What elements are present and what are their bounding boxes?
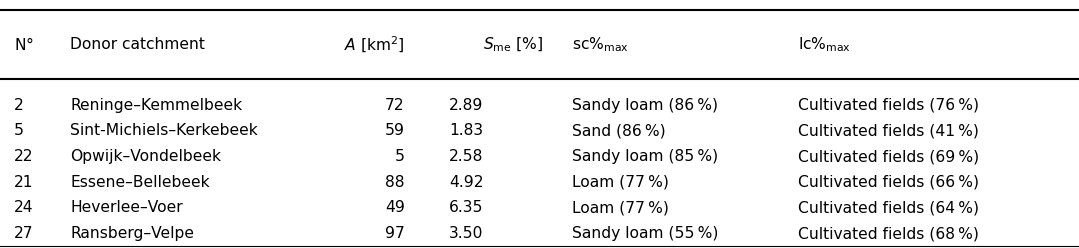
Text: 3.50: 3.50 (449, 226, 483, 241)
Text: Heverlee–Voer: Heverlee–Voer (70, 200, 182, 215)
Text: 72: 72 (385, 98, 405, 113)
Text: 88: 88 (385, 175, 405, 190)
Text: Sint-Michiels–Kerkebeek: Sint-Michiels–Kerkebeek (70, 124, 258, 138)
Text: 2.58: 2.58 (449, 149, 483, 164)
Text: sc%$_{\rm max}$: sc%$_{\rm max}$ (572, 35, 629, 54)
Text: lc%$_{\rm max}$: lc%$_{\rm max}$ (798, 35, 851, 54)
Text: 97: 97 (385, 226, 405, 241)
Text: 5: 5 (14, 124, 24, 138)
Text: $A$ [km$^2$]: $A$ [km$^2$] (344, 34, 405, 55)
Text: Ransberg–Velpe: Ransberg–Velpe (70, 226, 194, 241)
Text: Loam (77 %): Loam (77 %) (572, 200, 669, 215)
Text: Cultivated fields (66 %): Cultivated fields (66 %) (798, 175, 980, 190)
Text: 24: 24 (14, 200, 33, 215)
Text: Cultivated fields (68 %): Cultivated fields (68 %) (798, 226, 980, 241)
Text: Cultivated fields (69 %): Cultivated fields (69 %) (798, 149, 980, 164)
Text: 27: 27 (14, 226, 33, 241)
Text: 1.83: 1.83 (449, 124, 483, 138)
Text: 2.89: 2.89 (449, 98, 483, 113)
Text: 21: 21 (14, 175, 33, 190)
Text: 22: 22 (14, 149, 33, 164)
Text: Donor catchment: Donor catchment (70, 37, 205, 52)
Text: Essene–Bellebeek: Essene–Bellebeek (70, 175, 209, 190)
Text: N$\degree$: N$\degree$ (14, 36, 35, 53)
Text: 59: 59 (384, 124, 405, 138)
Text: 2: 2 (14, 98, 24, 113)
Text: Loam (77 %): Loam (77 %) (572, 175, 669, 190)
Text: 4.92: 4.92 (449, 175, 483, 190)
Text: 5: 5 (395, 149, 405, 164)
Text: Sandy loam (85 %): Sandy loam (85 %) (572, 149, 718, 164)
Text: Reninge–Kemmelbeek: Reninge–Kemmelbeek (70, 98, 243, 113)
Text: 49: 49 (385, 200, 405, 215)
Text: Cultivated fields (76 %): Cultivated fields (76 %) (798, 98, 980, 113)
Text: Sand (86 %): Sand (86 %) (572, 124, 666, 138)
Text: 6.35: 6.35 (449, 200, 483, 215)
Text: Cultivated fields (64 %): Cultivated fields (64 %) (798, 200, 980, 215)
Text: Cultivated fields (41 %): Cultivated fields (41 %) (798, 124, 980, 138)
Text: Sandy loam (86 %): Sandy loam (86 %) (572, 98, 718, 113)
Text: $S_{\rm me}$ [%]: $S_{\rm me}$ [%] (483, 35, 544, 54)
Text: Opwijk–Vondelbeek: Opwijk–Vondelbeek (70, 149, 221, 164)
Text: Sandy loam (55 %): Sandy loam (55 %) (572, 226, 719, 241)
